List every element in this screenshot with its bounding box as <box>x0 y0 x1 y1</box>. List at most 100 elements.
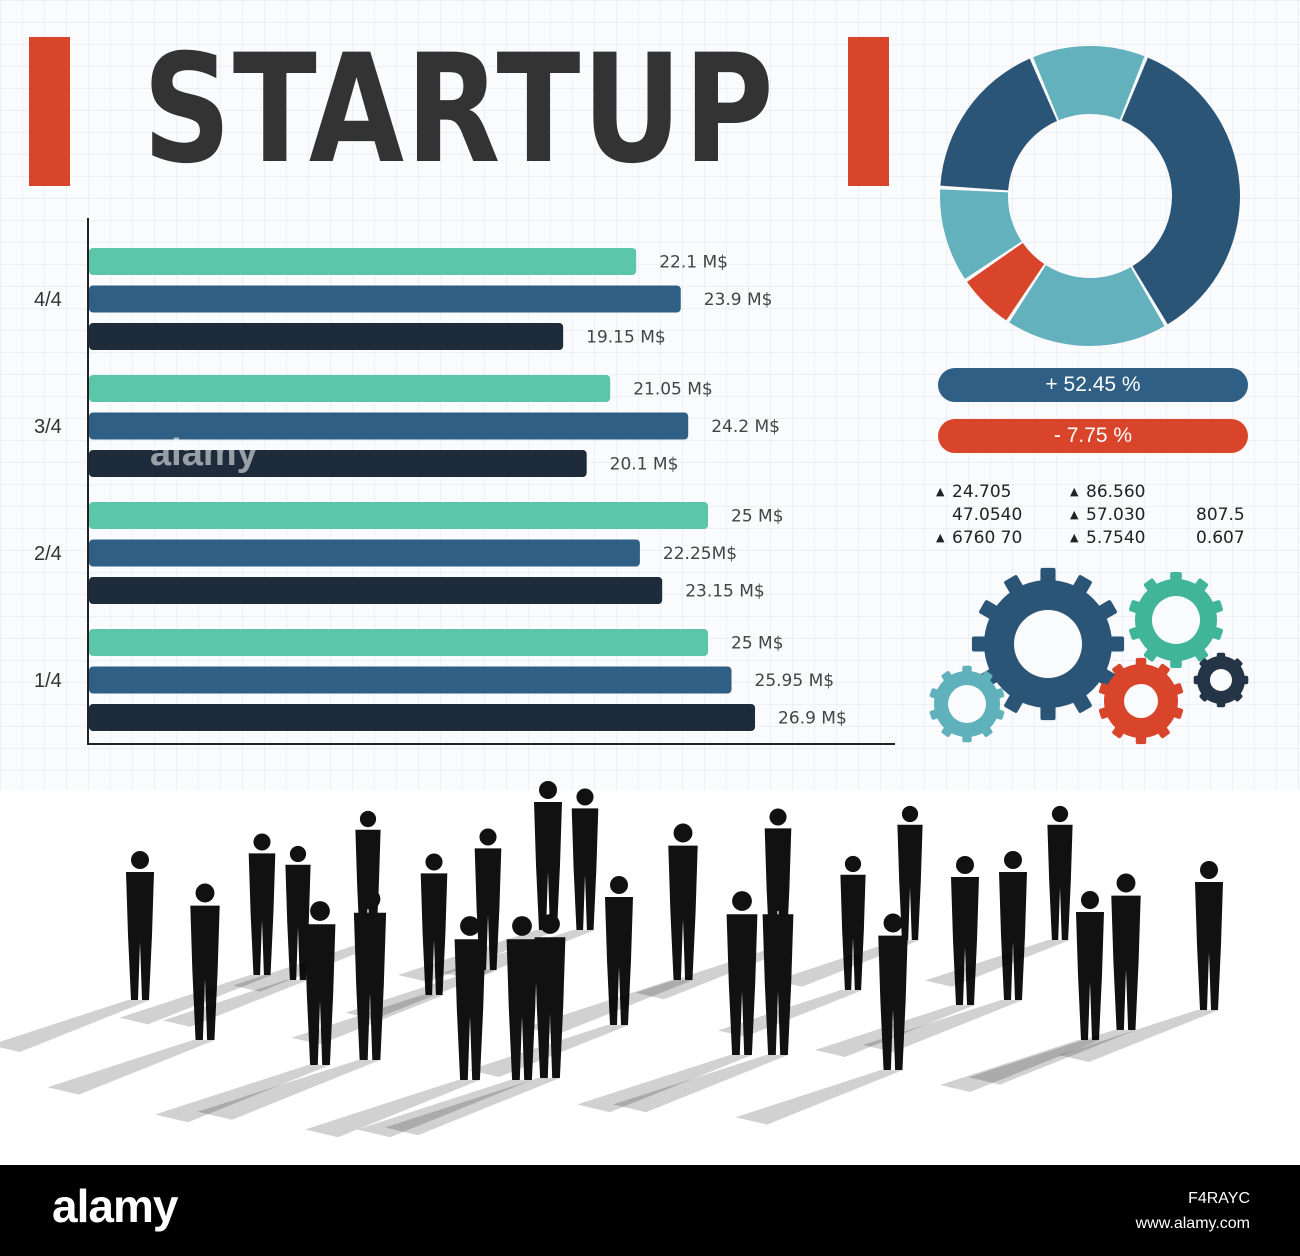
up-arrow-icon: ▲ <box>936 485 945 498</box>
gear-tooth <box>971 636 988 652</box>
person-body <box>190 905 220 1040</box>
person-shadow <box>577 1055 752 1113</box>
person-head <box>732 891 752 911</box>
bar <box>89 285 681 313</box>
person-body <box>304 924 336 1065</box>
person-body <box>454 939 486 1080</box>
person-head <box>901 805 919 823</box>
stat-number: 24.705 <box>952 482 1012 502</box>
person-silhouette <box>0 851 154 1052</box>
bar-value-label: 25 M$ <box>731 507 784 527</box>
donut-slice <box>940 189 1022 279</box>
person-body <box>248 853 276 975</box>
person-body <box>285 864 311 980</box>
person-head <box>768 891 788 911</box>
bar <box>89 323 564 350</box>
person-silhouette <box>525 823 698 1035</box>
person-head <box>131 851 149 869</box>
positive-change-pill: + 52.45 % <box>938 368 1248 402</box>
person-shadow <box>385 1078 560 1136</box>
bar <box>89 412 689 440</box>
person-body <box>506 939 538 1080</box>
bar-value-label: 22.25M$ <box>663 544 737 564</box>
donut-slice <box>1009 265 1165 347</box>
bar-value-label: 21.05 M$ <box>633 380 713 400</box>
person-shadow <box>1059 1010 1219 1062</box>
person-silhouette <box>119 833 276 1025</box>
person-silhouette <box>197 888 387 1120</box>
up-arrow-icon: ▲ <box>1070 531 1079 544</box>
person-body <box>1111 895 1141 1030</box>
bar <box>89 248 637 275</box>
stat-value: 47.0540 <box>936 504 1022 526</box>
person-body <box>126 872 154 1000</box>
person-silhouette <box>47 883 220 1095</box>
person-body <box>762 914 794 1055</box>
person-silhouette <box>968 873 1141 1085</box>
person-head <box>540 914 560 934</box>
stat-value: ▲ 5.7540 <box>1070 527 1145 549</box>
person-body <box>668 845 698 980</box>
person-shadow <box>155 1065 330 1123</box>
person-head <box>1200 861 1218 879</box>
person-head <box>253 833 271 851</box>
person-shadow <box>163 980 308 1027</box>
person-body <box>420 873 448 995</box>
gear-teal-icon <box>1129 571 1223 669</box>
gear-tooth <box>1108 636 1125 652</box>
bar <box>89 539 640 567</box>
gear-red-icon <box>1098 657 1184 745</box>
stat-number: 47.0540 <box>952 505 1023 525</box>
person-shadow <box>305 1080 480 1138</box>
person-body <box>534 937 566 1078</box>
stat-value: 0.607 <box>1196 527 1245 549</box>
person-head <box>195 883 215 903</box>
person-silhouette <box>385 914 566 1136</box>
stat-value: ▲ 24.705 <box>936 481 1011 503</box>
title-bar-right <box>848 37 889 186</box>
person-shadow <box>940 1040 1100 1092</box>
bar <box>89 577 663 604</box>
person-head <box>610 876 628 894</box>
person-shadow <box>47 1040 215 1095</box>
gear-small-dark-icon <box>1193 652 1249 708</box>
person-head <box>512 916 532 936</box>
person-head <box>1051 805 1069 823</box>
stat-number: 57.030 <box>1086 505 1146 525</box>
donut-slice <box>967 242 1045 321</box>
bar-value-label: 26.9 M$ <box>778 709 847 729</box>
bar <box>89 704 756 731</box>
person-silhouette <box>940 891 1104 1092</box>
person-head <box>310 901 330 921</box>
infographic-panel: STARTUP 4/4 22.1 M$ 23.9 M$ 19.15 M$ 3/4 21.0… <box>0 0 1300 790</box>
person-body <box>534 802 562 930</box>
bar <box>89 450 587 477</box>
person-shadow <box>0 1000 150 1052</box>
person-head <box>359 888 381 910</box>
person-head <box>844 855 862 873</box>
person-head <box>539 781 557 799</box>
person-silhouette <box>163 845 311 1027</box>
stat-value: ▲ 57.030 <box>1070 504 1145 526</box>
donut-slice <box>940 58 1058 191</box>
bar-value-label: 23.9 M$ <box>704 290 773 310</box>
person-body <box>353 912 387 1060</box>
gear-hole <box>1014 610 1082 678</box>
bar-value-label: 19.15 M$ <box>586 328 666 348</box>
person-body <box>840 874 866 990</box>
stat-number: 86.560 <box>1086 482 1146 502</box>
person-shadow <box>525 980 693 1035</box>
person-head <box>769 808 787 826</box>
stat-value: ▲ 6760 70 <box>936 527 1022 549</box>
stat-number: 807.5 <box>1196 505 1245 525</box>
bar <box>89 629 708 656</box>
gear-tooth <box>1040 567 1056 584</box>
person-head <box>673 823 693 843</box>
person-shadow <box>233 945 378 992</box>
bar-value-label: 23.15 M$ <box>685 582 765 602</box>
bar-value-label: 22.1 M$ <box>659 253 728 273</box>
person-head <box>956 856 974 874</box>
person-silhouette <box>357 916 538 1138</box>
stat-number: 0.607 <box>1196 528 1245 548</box>
person-body <box>897 824 923 940</box>
